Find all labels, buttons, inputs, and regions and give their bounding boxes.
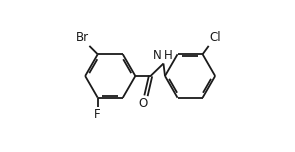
Text: Cl: Cl (209, 31, 221, 44)
Text: H: H (164, 49, 173, 62)
Text: N: N (153, 49, 161, 62)
Text: Br: Br (76, 31, 88, 44)
Text: F: F (94, 108, 100, 121)
Text: O: O (139, 97, 148, 110)
